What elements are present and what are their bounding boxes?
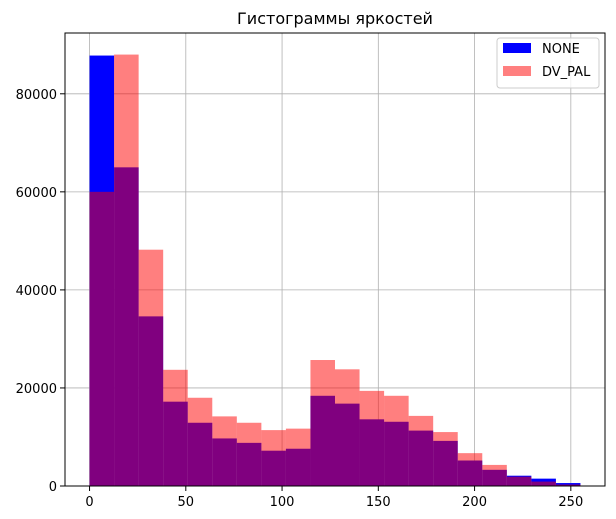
legend-swatch-dv-pal <box>503 66 531 76</box>
bar-dv-pal <box>506 476 532 486</box>
bar-dv-pal <box>335 369 360 486</box>
y-tick-label: 40000 <box>16 284 57 299</box>
bar-dv-pal <box>138 249 164 486</box>
bar-dv-pal <box>114 54 139 486</box>
x-tick-label: 100 <box>270 495 295 510</box>
legend-swatch-none <box>503 43 531 53</box>
y-tick-label: 60000 <box>16 186 57 201</box>
y-tick-label: 0 <box>49 480 57 495</box>
bar-dv-pal <box>236 422 262 486</box>
chart-title: Гистограммы яркостей <box>237 9 433 28</box>
bar-dv-pal <box>89 191 115 486</box>
bar-dv-pal <box>531 481 556 486</box>
bar-dv-pal <box>384 395 409 486</box>
bar-dv-pal <box>261 430 286 486</box>
y-tick-label: 20000 <box>16 382 57 397</box>
y-tick-label: 80000 <box>16 88 57 103</box>
bar-dv-pal <box>285 428 311 486</box>
legend-label-dv-pal: DV_PAL <box>542 65 591 80</box>
axes-frame <box>64 32 606 487</box>
bar-dv-pal <box>457 453 483 486</box>
x-tick-label: 50 <box>178 495 195 510</box>
bar-dv-pal <box>408 415 434 486</box>
bar-dv-pal <box>359 390 385 486</box>
x-tick-label: 200 <box>462 495 487 510</box>
x-tick-label: 250 <box>558 495 583 510</box>
bar-dv-pal <box>163 369 188 486</box>
legend: NONE DV_PAL <box>496 37 600 89</box>
tick-layer: 0 50 100 150 200 250 0 20000 40000 60000 80000 <box>16 88 584 510</box>
bar-dv-pal <box>555 484 581 486</box>
x-tick-label: 150 <box>366 495 391 510</box>
bar-dv-pal <box>433 432 458 486</box>
bars-layer <box>89 54 581 487</box>
bar-dv-pal <box>310 360 335 486</box>
bar-dv-pal <box>187 397 213 486</box>
bar-dv-pal <box>482 464 507 486</box>
legend-label-none: NONE <box>542 42 580 57</box>
bar-dv-pal <box>212 416 237 486</box>
x-tick-label: 0 <box>85 495 93 510</box>
